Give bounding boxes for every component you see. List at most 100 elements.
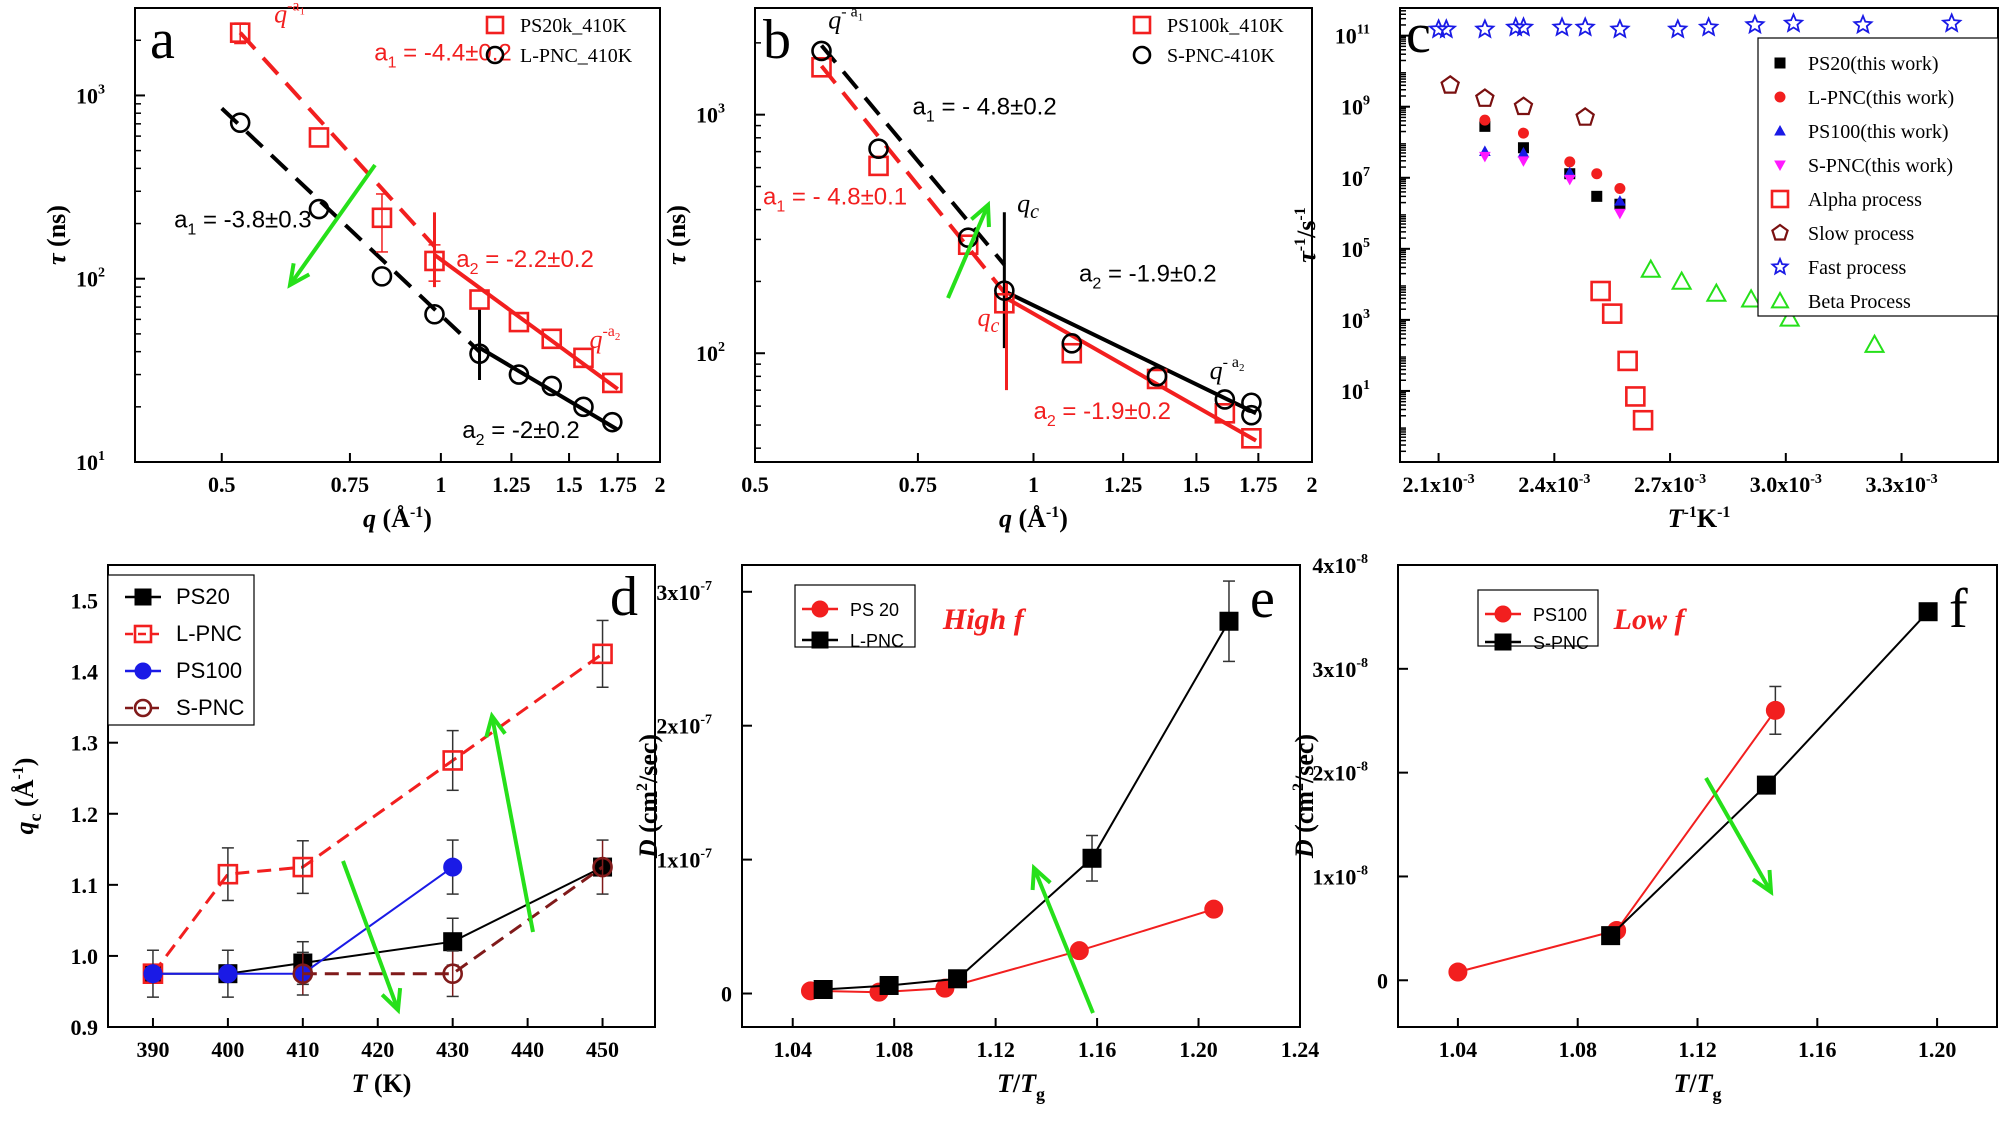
y-axis-label: τ-1/s-1 [1292, 207, 1321, 263]
series-line [823, 620, 1230, 991]
x-tick-label: 1.08 [875, 1037, 914, 1062]
fit-line [819, 44, 1006, 266]
legend-label: L-PNC_410K [520, 45, 633, 67]
arrow-head [380, 987, 403, 1015]
arrow-head [287, 262, 311, 289]
y-tick-label: 1.1 [71, 873, 99, 898]
data-point [443, 857, 463, 877]
data-point [292, 963, 314, 984]
legend-marker [1774, 160, 1786, 172]
data-point [1204, 899, 1224, 919]
x-axis-label: T/Tg [997, 1069, 1045, 1104]
data-point [1504, 16, 1527, 37]
arrow-head [1751, 869, 1774, 896]
x-axis-label: T/Tg [1673, 1069, 1721, 1104]
x-tick-label: 2 [1307, 472, 1318, 497]
panel-letter: f [1949, 578, 1968, 640]
y-tick-label: 1.2 [71, 802, 99, 827]
legend-label: PS 20 [850, 600, 899, 620]
series-line [810, 908, 1215, 994]
x-tick-label: 0.75 [899, 472, 938, 497]
data-point [994, 280, 1015, 301]
legend-marker [1774, 124, 1786, 136]
data-point [541, 328, 563, 350]
data-point [811, 40, 832, 62]
y-tick-label: 1011 [1335, 23, 1370, 49]
data-point [592, 856, 613, 878]
data-point [868, 138, 889, 160]
legend-item: S-PNC(this work) [1774, 155, 1953, 177]
y-axis-label: τ (ns) [662, 205, 691, 265]
data-point [1940, 12, 1963, 33]
series-ps20-this-work- [1479, 120, 1626, 210]
data-point [1640, 258, 1662, 278]
data-point [217, 863, 239, 885]
trend-arrow-a [287, 163, 377, 289]
arrow-head [1030, 863, 1052, 891]
y-tick-label: 2x10-7 [656, 713, 712, 739]
data-point [1591, 190, 1603, 202]
data-point [994, 292, 1015, 314]
data-point [218, 964, 238, 984]
legend-item: S-PNC [125, 695, 245, 720]
legend-label: S-PNC [1533, 633, 1589, 653]
y-tick-label: 103 [76, 82, 105, 108]
y-tick-label: 0 [721, 982, 732, 1007]
legend-box [1757, 37, 1999, 317]
legend-item: S-PNC-410K [1132, 45, 1275, 67]
data-point [1214, 389, 1236, 410]
data-point [1632, 409, 1654, 431]
data-point [573, 396, 594, 418]
arrow-head [970, 200, 991, 228]
data-point [1146, 366, 1168, 387]
data-point [1574, 16, 1596, 37]
data-point [508, 311, 530, 333]
legend-item: PS100(this work) [1774, 121, 1949, 143]
x-tick-label: 2.1x10-3 [1402, 472, 1474, 497]
legend-label: PS20 [176, 584, 230, 609]
x-axis-label: q (Å-1) [999, 504, 1068, 533]
data-point [1551, 16, 1573, 37]
y-tick-label: 3x10-7 [656, 579, 712, 605]
panel-letter: b [763, 9, 791, 71]
series-line [302, 865, 604, 976]
data-point [308, 198, 330, 220]
power-law-label: q-a1 [274, 0, 305, 29]
legend-marker [1494, 605, 1512, 623]
data-point [1241, 392, 1262, 414]
y-tick-label: 1.3 [71, 731, 99, 756]
legend-marker [134, 588, 152, 606]
legend-item: PS20k_410K [485, 15, 627, 37]
x-tick-label: 1.08 [1558, 1037, 1597, 1062]
data-point [1852, 13, 1874, 35]
legend-label: Slow process [1808, 223, 1914, 245]
x-tick-label: 1 [435, 472, 446, 497]
data-point [1241, 404, 1262, 426]
x-tick-label: 1.04 [773, 1037, 812, 1062]
legend-label: PS100 [1533, 605, 1587, 625]
legend: PS 20 L-PNC [794, 584, 916, 651]
panel-letter: a [150, 9, 175, 71]
x-tick-label: 1.16 [1078, 1037, 1117, 1062]
power-law-label: q- a1 [828, 3, 863, 34]
data-point [443, 932, 463, 952]
y-tick-label: 103 [1341, 307, 1370, 333]
panel-a: 0.5 0.75 1 1.25 1.5 1.75 2 101 102 103 q (Å-1) τ (n… [42, 0, 666, 533]
data-point [1778, 307, 1801, 327]
legend-marker [1771, 223, 1789, 241]
data-point [1479, 114, 1491, 126]
legend-label: Alpha process [1808, 189, 1922, 211]
legend-marker [133, 624, 153, 644]
data-point [1448, 962, 1468, 982]
x-tick-label: 440 [511, 1037, 544, 1062]
data-point [1512, 16, 1535, 37]
panel-letter: c [1406, 3, 1431, 65]
series-beta-process [1640, 258, 1886, 353]
data-point [1517, 156, 1530, 167]
panel-e-frame [741, 564, 1301, 1028]
legend-item: PS100k_410K [1132, 15, 1284, 37]
data-point [469, 289, 490, 310]
series-fast-process [1427, 12, 1963, 39]
arrow-shaft [288, 163, 377, 287]
y-tick-label: 1.5 [71, 589, 99, 614]
